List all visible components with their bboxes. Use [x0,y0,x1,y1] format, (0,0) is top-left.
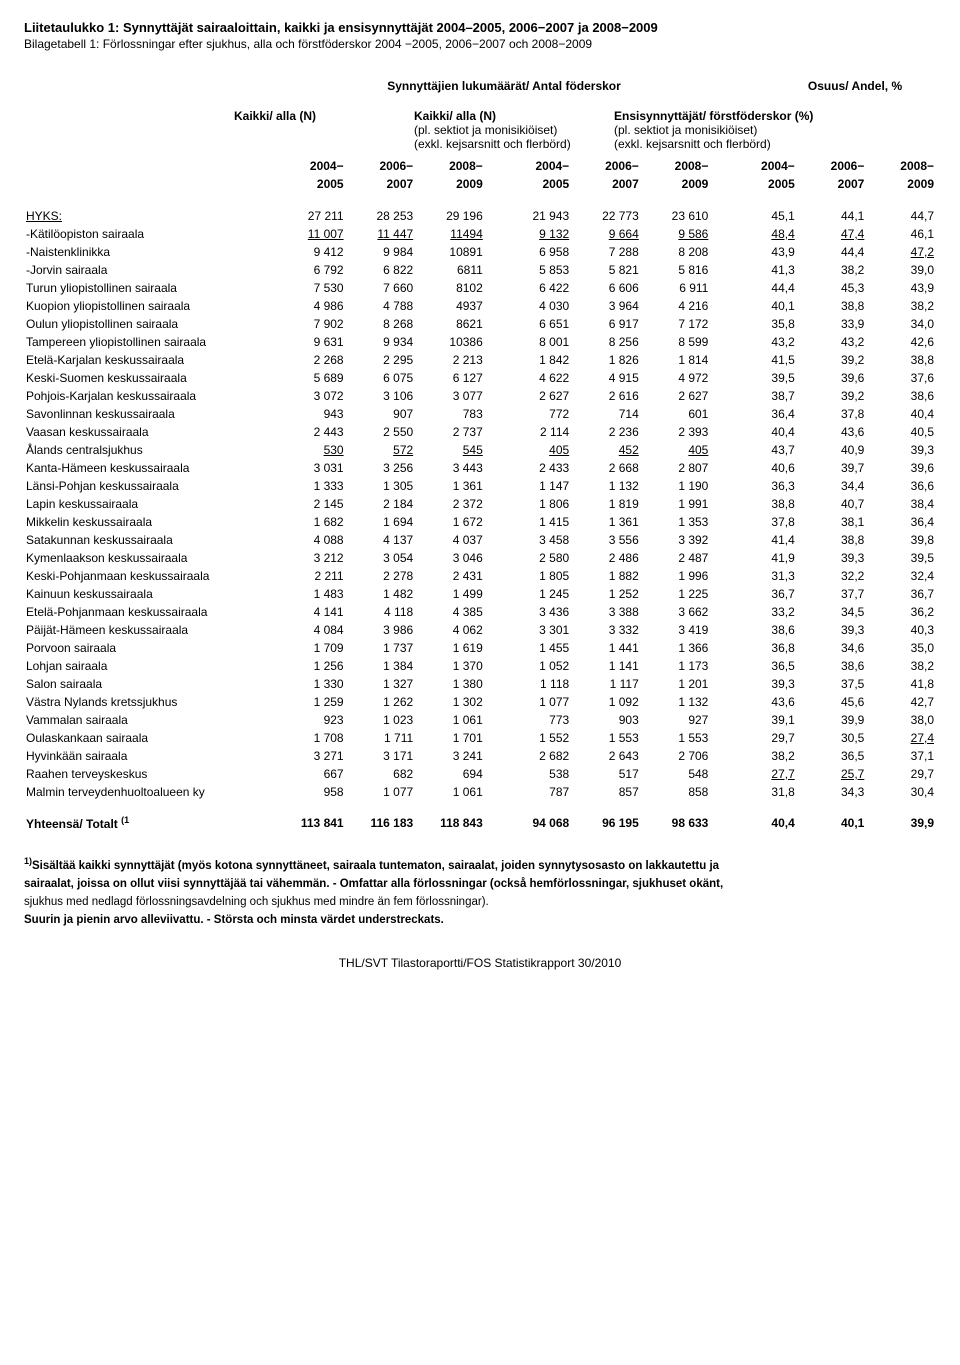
group-header-2: Kaikki/ alla (N) (pl. sektiot ja monisik… [414,109,614,151]
data-table: 2004− 2006− 2008− 2004− 2006− 2008− 2004… [24,157,936,833]
table-row: Satakunnan keskussairaala4 0884 1374 037… [24,531,936,549]
table-row: Oulaskankaan sairaala1 7081 7111 7011 55… [24,729,936,747]
table-row: HYKS:27 21128 25329 19621 94322 77323 61… [24,207,936,225]
table-row: Pohjois-Karjalan keskussairaala3 0723 10… [24,387,936,405]
table-row: Lapin keskussairaala2 1452 1842 3721 806… [24,495,936,513]
table-row: Västra Nylands kretssjukhus1 2591 2621 3… [24,693,936,711]
table-row: Vaasan keskussairaala2 4432 5502 7372 11… [24,423,936,441]
table-row: Mikkelin keskussairaala1 6821 6941 6721 … [24,513,936,531]
table-row: Hyvinkään sairaala3 2713 1713 2412 6822 … [24,747,936,765]
table-row: Savonlinnan keskussairaala94390778377271… [24,405,936,423]
super-header-left: Synnyttäjien lukumäärät/ Antal föderskor [234,79,774,93]
title-line-1: Liitetaulukko 1: Synnyttäjät sairaaloitt… [24,20,936,35]
table-row: Päijät-Hämeen keskussairaala4 0843 9864 … [24,621,936,639]
table-row: Salon sairaala1 3301 3271 3801 1181 1171… [24,675,936,693]
table-row: Etelä-Pohjanmaan keskussairaala4 1414 11… [24,603,936,621]
table-row: -Jorvin sairaala6 7926 82268115 8535 821… [24,261,936,279]
table-row: -Kätilöopiston sairaala11 00711 44711494… [24,225,936,243]
super-header: Synnyttäjien lukumäärät/ Antal föderskor… [24,79,936,93]
footnotes: 1)Sisältää kaikki synnyttäjät (myös koto… [24,855,936,928]
title-block: Liitetaulukko 1: Synnyttäjät sairaaloitt… [24,20,936,51]
table-row: Turun yliopistollinen sairaala7 5307 660… [24,279,936,297]
group-headers: Kaikki/ alla (N) Kaikki/ alla (N) (pl. s… [24,109,936,151]
table-row: Ålands centralsjukhus5305725454054524054… [24,441,936,459]
table-row: -Naistenklinikka9 4129 984108916 9587 28… [24,243,936,261]
table-head: 2004− 2006− 2008− 2004− 2006− 2008− 2004… [24,157,936,207]
table-row: Porvoon sairaala1 7091 7371 6191 4551 44… [24,639,936,657]
table-row: Länsi-Pohjan keskussairaala1 3331 3051 3… [24,477,936,495]
table-row: Malmin terveydenhuoltoalueen ky9581 0771… [24,783,936,801]
group-header-3: Ensisynnyttäjät/ förstföderskor (%) (pl.… [614,109,936,151]
table-row: Etelä-Karjalan keskussairaala2 2682 2952… [24,351,936,369]
table-row: Vammalan sairaala9231 0231 0617739039273… [24,711,936,729]
table-row: Kymenlaakson keskussairaala3 2123 0543 0… [24,549,936,567]
table-row: Kanta-Hämeen keskussairaala3 0313 2563 4… [24,459,936,477]
table-row: Lohjan sairaala1 2561 3841 3701 0521 141… [24,657,936,675]
title-line-2: Bilagetabell 1: Förlossningar efter sjuk… [24,37,936,51]
total-row: Yhteensä/ Totalt (1 113 841 116 183 118 … [24,801,936,833]
page-footer: THL/SVT Tilastoraportti/FOS Statistikrap… [24,956,936,970]
super-header-right: Osuus/ Andel, % [774,79,936,93]
table-row: Kuopion yliopistollinen sairaala4 9864 7… [24,297,936,315]
group-header-1: Kaikki/ alla (N) [234,109,414,151]
table-row: Keski-Pohjanmaan keskussairaala2 2112 27… [24,567,936,585]
table-row: Oulun yliopistollinen sairaala7 9028 268… [24,315,936,333]
table-row: Kainuun keskussairaala1 4831 4821 4991 2… [24,585,936,603]
table-row: Raahen terveyskeskus66768269453851754827… [24,765,936,783]
table-row: Tampereen yliopistollinen sairaala9 6319… [24,333,936,351]
table-row: Keski-Suomen keskussairaala5 6896 0756 1… [24,369,936,387]
table-body: HYKS:27 21128 25329 19621 94322 77323 61… [24,207,936,801]
